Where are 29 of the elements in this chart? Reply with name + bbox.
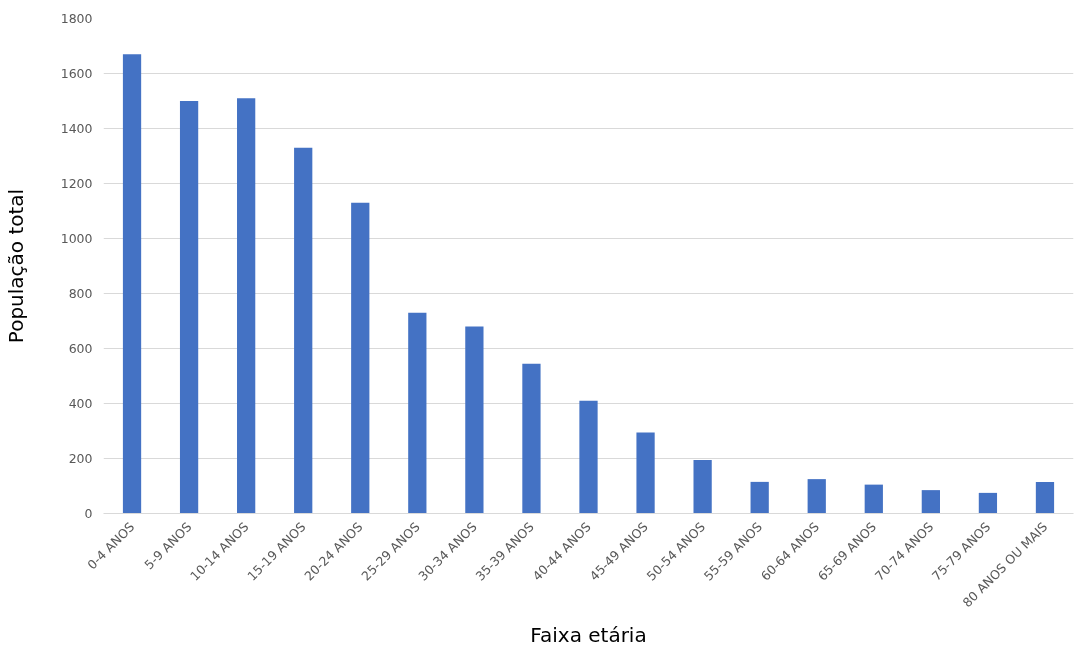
- bar: [351, 202, 370, 514]
- y-tick-label: 1800: [60, 11, 93, 26]
- bar: [179, 101, 199, 514]
- x-axis-title: Faixa etária: [530, 623, 647, 648]
- y-tick-label: 1200: [60, 176, 93, 191]
- bar: [465, 326, 484, 514]
- bar: [978, 492, 998, 514]
- y-tick-label: 200: [68, 451, 93, 466]
- bar: [807, 479, 826, 514]
- y-tick-label: 400: [68, 396, 93, 411]
- bar: [294, 147, 313, 514]
- bar: [1035, 481, 1055, 514]
- y-axis-title: População total: [3, 188, 28, 344]
- y-tick-label: 600: [68, 341, 93, 356]
- bar: [122, 54, 142, 514]
- bar: [693, 459, 712, 514]
- bar: [408, 312, 427, 514]
- y-tick-label: 1000: [60, 231, 93, 246]
- bar: [921, 490, 940, 514]
- bar: [750, 481, 769, 514]
- y-tick-label: 1400: [60, 121, 93, 136]
- y-tick-label: 0: [84, 506, 93, 521]
- bar: [864, 484, 883, 514]
- bar: [636, 432, 655, 514]
- y-tick-label: 800: [68, 286, 93, 301]
- bar: [522, 363, 541, 514]
- y-tick-label: 1600: [60, 66, 93, 81]
- bar: [579, 400, 598, 514]
- bar: [237, 98, 256, 514]
